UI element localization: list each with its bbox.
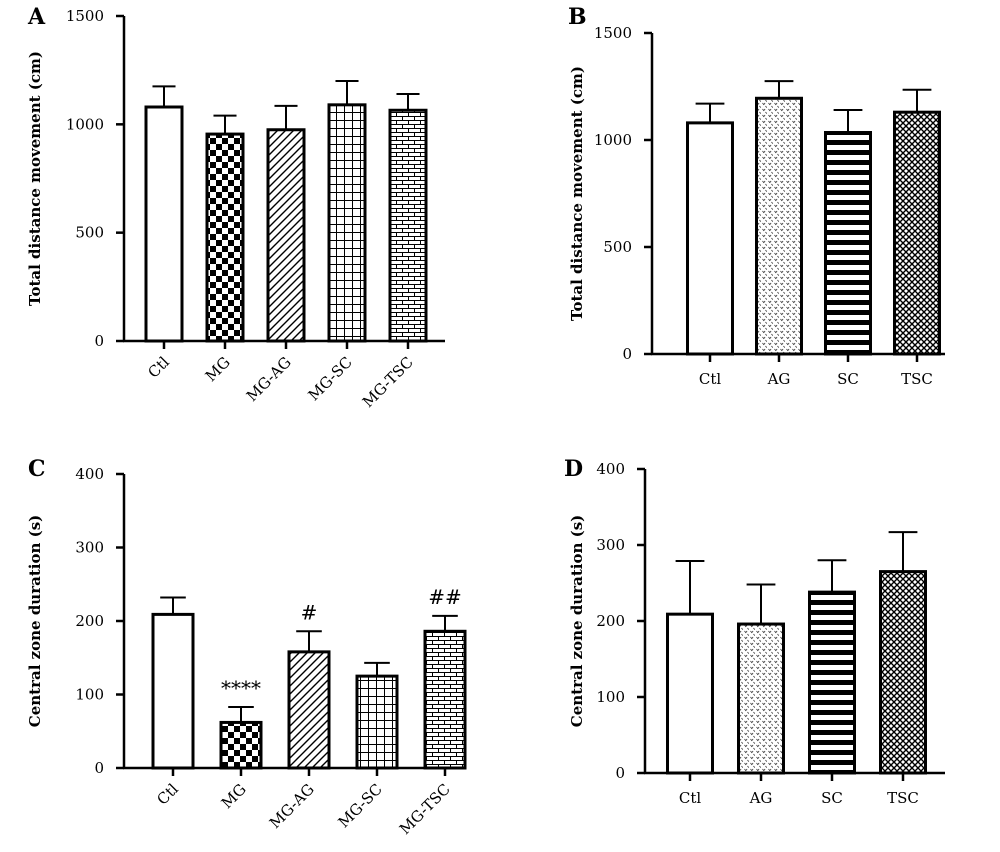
bar-mg-sc [327, 103, 367, 343]
bar-ctl [686, 121, 734, 356]
category-label: SC [821, 789, 843, 807]
category-label: TSC [901, 370, 933, 388]
category-label: MG [202, 353, 234, 385]
y-tick-label: 500 [75, 224, 104, 242]
bar-mg [219, 720, 263, 770]
bar-mg-tsc [423, 629, 467, 770]
category-label: MG-SC [305, 353, 356, 404]
y-tick-label: 100 [75, 686, 104, 704]
bar-mg-tsc [388, 108, 428, 343]
bar-mg-sc [355, 674, 399, 770]
category-label: Ctl [153, 780, 182, 809]
y-tick-label: 300 [596, 536, 625, 554]
y-tick-label: 1500 [66, 7, 104, 25]
bar-mg-ag [287, 650, 331, 770]
y-tick-label: 300 [75, 539, 104, 557]
y-tick-label: 200 [596, 612, 625, 630]
category-label: Ctl [144, 353, 173, 382]
bar-sc [824, 131, 872, 356]
bar-tsc [893, 110, 941, 356]
significance-annotation: # [301, 600, 318, 624]
bar-ctl [666, 612, 714, 775]
y-axis-label: Total distance movement (cm) [568, 66, 586, 321]
y-tick-label: 0 [94, 759, 104, 777]
panel-letter: B [568, 4, 587, 30]
category-label: TSC [887, 789, 919, 807]
y-axis-label: Total distance movement (cm) [26, 51, 44, 306]
category-label: AG [749, 789, 773, 807]
y-tick-label: 200 [75, 612, 104, 630]
y-tick-label: 1000 [594, 131, 632, 149]
y-tick-label: 1500 [594, 24, 632, 42]
bar-ag [737, 622, 785, 775]
y-tick-label: 400 [75, 465, 104, 483]
panel-a: A Total distance movement (cm) 0 500 1000 150… [26, 4, 445, 411]
y-axis-label: Central zone duration (s) [568, 515, 586, 727]
category-label: MG-SC [335, 780, 386, 831]
y-tick-label: 500 [603, 238, 632, 256]
category-label: SC [837, 370, 859, 388]
panel-c: C Central zone duration (s) 0 100 200 300 400 C… [26, 456, 467, 838]
bar-sc [808, 590, 856, 775]
panel-b: B Total distance movement (cm) 0 500 1000 150… [568, 4, 945, 388]
panel-letter: A [27, 4, 46, 30]
significance-annotation: ## [428, 585, 462, 609]
category-label: MG [218, 780, 250, 812]
panel-d: D Central zone duration (s) 0 100 200 300 400 C… [564, 456, 945, 807]
significance-annotation: **** [221, 676, 261, 700]
category-label: Ctl [679, 789, 702, 807]
category-label: MG-AG [266, 780, 318, 832]
y-tick-label: 100 [596, 688, 625, 706]
category-label: MG-TSC [359, 353, 417, 411]
y-tick-label: 400 [596, 460, 625, 478]
category-label: Ctl [699, 370, 722, 388]
category-label: MG-AG [243, 353, 295, 405]
panel-letter: D [564, 456, 583, 482]
y-tick-label: 0 [94, 332, 104, 350]
bar-tsc [879, 570, 927, 775]
bar-ag [755, 96, 803, 356]
y-tick-label: 0 [615, 764, 625, 782]
y-tick-label: 0 [622, 345, 632, 363]
y-axis-label: Central zone duration (s) [26, 515, 44, 727]
y-tick-label: 1000 [66, 115, 104, 133]
bar-mg-ag [266, 128, 306, 343]
category-label: MG-TSC [396, 780, 454, 838]
bar-ctl [151, 612, 195, 770]
bar-mg [205, 132, 245, 343]
panel-letter: C [28, 456, 46, 482]
bar-ctl [144, 105, 184, 343]
category-label: AG [767, 370, 791, 388]
